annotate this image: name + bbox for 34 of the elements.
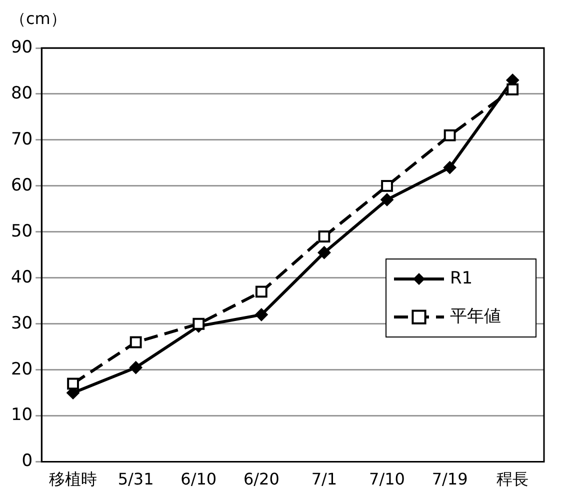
point (192, 318, 205, 330)
y-tick-label: 10 (10, 405, 33, 426)
legend-label: R1 (450, 268, 473, 288)
y-axis-title: （cm） (10, 9, 66, 28)
point (129, 361, 142, 374)
point (130, 336, 142, 348)
x-tick-label: 6/10 (180, 470, 217, 489)
y-tick-label: 70 (10, 129, 33, 150)
y-tick-label: 60 (10, 175, 33, 196)
x-tick-label: 移植時 (49, 470, 98, 489)
y-tick-label: 20 (10, 359, 33, 380)
x-tick-label: 7/10 (369, 470, 405, 489)
x-tick-label: 6/20 (243, 470, 280, 489)
legend-label: 平年値 (450, 306, 501, 326)
point (381, 180, 393, 192)
point (444, 129, 456, 142)
point (255, 286, 268, 298)
point (254, 308, 268, 322)
x-tick-label: 7/19 (432, 470, 468, 489)
y-tick-label: 30 (10, 313, 33, 334)
y-tick-label: 90 (10, 37, 33, 58)
y-tick-label: 50 (10, 221, 33, 242)
x-tick-label: 5/31 (118, 470, 154, 489)
point (318, 246, 331, 260)
point (67, 378, 79, 390)
x-tick-label: 7/1 (311, 470, 338, 489)
point (506, 83, 519, 96)
y-tick-label: 80 (10, 83, 33, 104)
point (443, 161, 456, 174)
y-tick-label: 0 (22, 451, 33, 472)
point (318, 230, 330, 242)
point (380, 193, 394, 206)
x-tick-label: 稈長 (496, 470, 529, 489)
y-tick-label: 40 (10, 267, 33, 288)
